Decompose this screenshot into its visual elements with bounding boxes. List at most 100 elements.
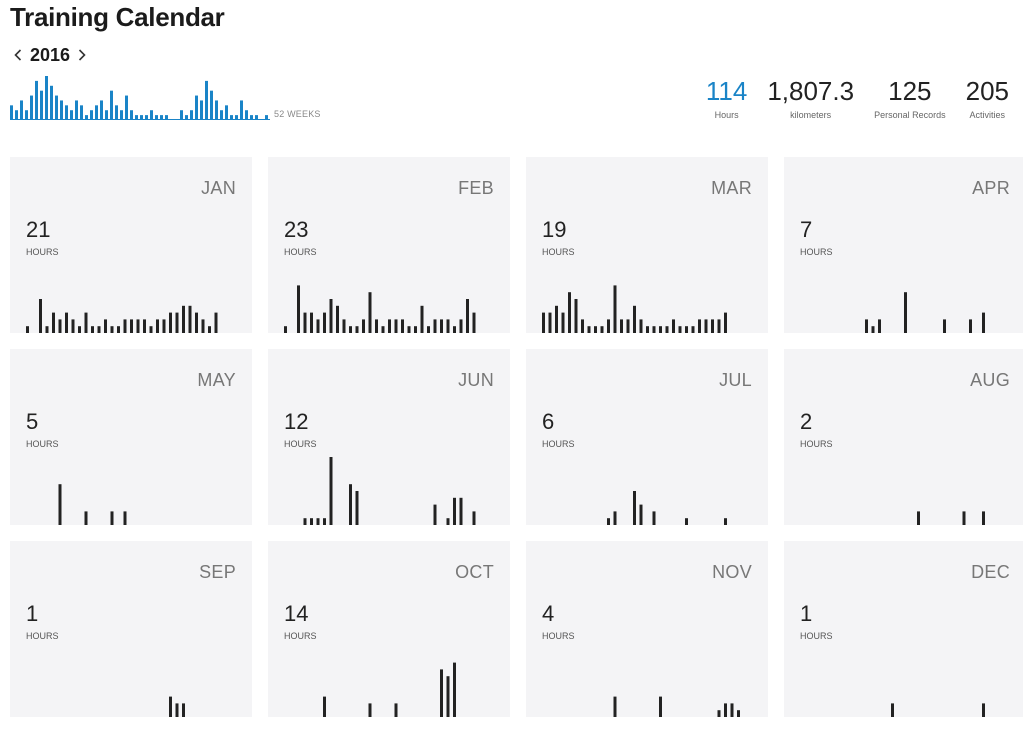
day-bar: [891, 703, 894, 717]
day-bar: [982, 703, 985, 717]
day-bar: [704, 319, 708, 333]
week-bar: [185, 115, 188, 120]
month-card-dec[interactable]: DEC 1 HOURS: [784, 541, 1023, 717]
month-hours: 12: [284, 409, 309, 434]
hours-label: HOURS: [284, 247, 317, 257]
month-card-may[interactable]: MAY 5 HOURS: [10, 349, 252, 525]
month-grid: JAN 21 HOURS FEB 23 HOURS MAR 19 HOURS A…: [10, 157, 1023, 717]
day-bar: [652, 326, 656, 333]
week-bar: [210, 90, 213, 120]
day-bar: [453, 497, 456, 525]
next-year-button[interactable]: [74, 44, 90, 66]
month-card-mar[interactable]: MAR 19 HOURS: [526, 157, 768, 333]
week-bar: [180, 110, 183, 120]
day-bar: [414, 326, 417, 333]
day-bar: [542, 312, 545, 333]
week-bar: [50, 85, 53, 120]
month-name: APR: [972, 178, 1010, 198]
day-bar: [284, 326, 287, 333]
week-bar: [235, 115, 238, 120]
month-card-jan[interactable]: JAN 21 HOURS: [10, 157, 252, 333]
day-bar: [982, 511, 985, 525]
day-bar: [104, 319, 107, 333]
daily-hours-chart: [917, 511, 985, 525]
day-bar: [39, 299, 42, 333]
stat-value: 1,807.3: [767, 76, 855, 106]
day-bar: [342, 319, 346, 333]
day-bar: [401, 319, 404, 333]
day-bar: [201, 319, 205, 333]
day-bar: [607, 518, 610, 525]
day-bar: [685, 518, 688, 525]
day-bar: [45, 326, 49, 333]
month-card-feb[interactable]: FEB 23 HOURS: [268, 157, 510, 333]
day-bar: [156, 319, 159, 333]
day-bar: [84, 312, 88, 333]
hours-label: HOURS: [26, 631, 59, 641]
week-bar: [240, 100, 243, 120]
day-bar: [659, 326, 662, 333]
month-card-jul[interactable]: JUL 6 HOURS: [526, 349, 768, 525]
day-bar: [574, 299, 578, 333]
day-bar: [943, 319, 946, 333]
month-hours: 4: [542, 601, 555, 626]
month-card-nov[interactable]: NOV 4 HOURS: [526, 541, 768, 717]
month-hours: 2: [800, 409, 813, 434]
daily-hours-chart: [865, 292, 985, 333]
day-bar: [78, 326, 81, 333]
month-hours: 23: [284, 217, 309, 242]
day-bar: [678, 326, 682, 333]
day-bar: [652, 511, 656, 525]
day-bar: [110, 511, 114, 525]
day-bar: [310, 518, 313, 525]
month-card-sep[interactable]: SEP 1 HOURS: [10, 541, 252, 717]
week-bar: [15, 110, 18, 120]
month-name: MAY: [197, 370, 236, 390]
hours-label: HOURS: [542, 439, 575, 449]
year-navigation: 2016: [10, 44, 90, 66]
day-bar: [548, 312, 552, 333]
month-card-aug[interactable]: AUG 2 HOURS: [784, 349, 1023, 525]
month-card-oct[interactable]: OCT 14 HOURS: [268, 541, 510, 717]
day-bar: [600, 326, 604, 333]
day-bar: [969, 319, 972, 333]
month-name: MAR: [711, 178, 752, 198]
day-bar: [453, 662, 456, 717]
day-bar: [724, 518, 727, 525]
day-bar: [871, 326, 875, 333]
week-bar: [220, 110, 223, 120]
day-bar: [730, 703, 734, 717]
week-bar: [70, 110, 73, 120]
day-bar: [175, 703, 179, 717]
month-card-jun[interactable]: JUN 12 HOURS: [268, 349, 510, 525]
month-hours: 14: [284, 601, 309, 626]
week-bar: [20, 100, 23, 120]
stat-distance: 1,807.3 kilometers: [767, 76, 854, 120]
day-bar: [904, 292, 907, 333]
stat-label: Activities: [969, 110, 1006, 120]
weeks-label: 52 WEEKS: [274, 109, 321, 119]
day-bar: [143, 319, 146, 333]
day-bar: [316, 518, 320, 525]
hours-label: HOURS: [284, 439, 317, 449]
day-bar: [717, 710, 721, 717]
day-bar: [433, 319, 437, 333]
day-bar: [685, 326, 688, 333]
day-bar: [711, 319, 714, 333]
day-bar: [323, 696, 326, 717]
day-bar: [91, 326, 94, 333]
day-bar: [117, 326, 120, 333]
stat-personal-records: 125 Personal Records: [874, 76, 946, 120]
hours-label: HOURS: [284, 631, 317, 641]
day-bar: [555, 305, 558, 333]
daily-hours-chart: [58, 484, 127, 525]
month-card-apr[interactable]: APR 7 HOURS: [784, 157, 1023, 333]
week-bar: [265, 115, 268, 120]
prev-year-button[interactable]: [10, 44, 26, 66]
daily-hours-chart: [607, 491, 727, 525]
week-bar: [105, 110, 108, 120]
month-hours: 21: [26, 217, 51, 242]
month-hours: 7: [800, 217, 813, 242]
hours-label: HOURS: [26, 439, 59, 449]
week-bar: [205, 80, 208, 120]
